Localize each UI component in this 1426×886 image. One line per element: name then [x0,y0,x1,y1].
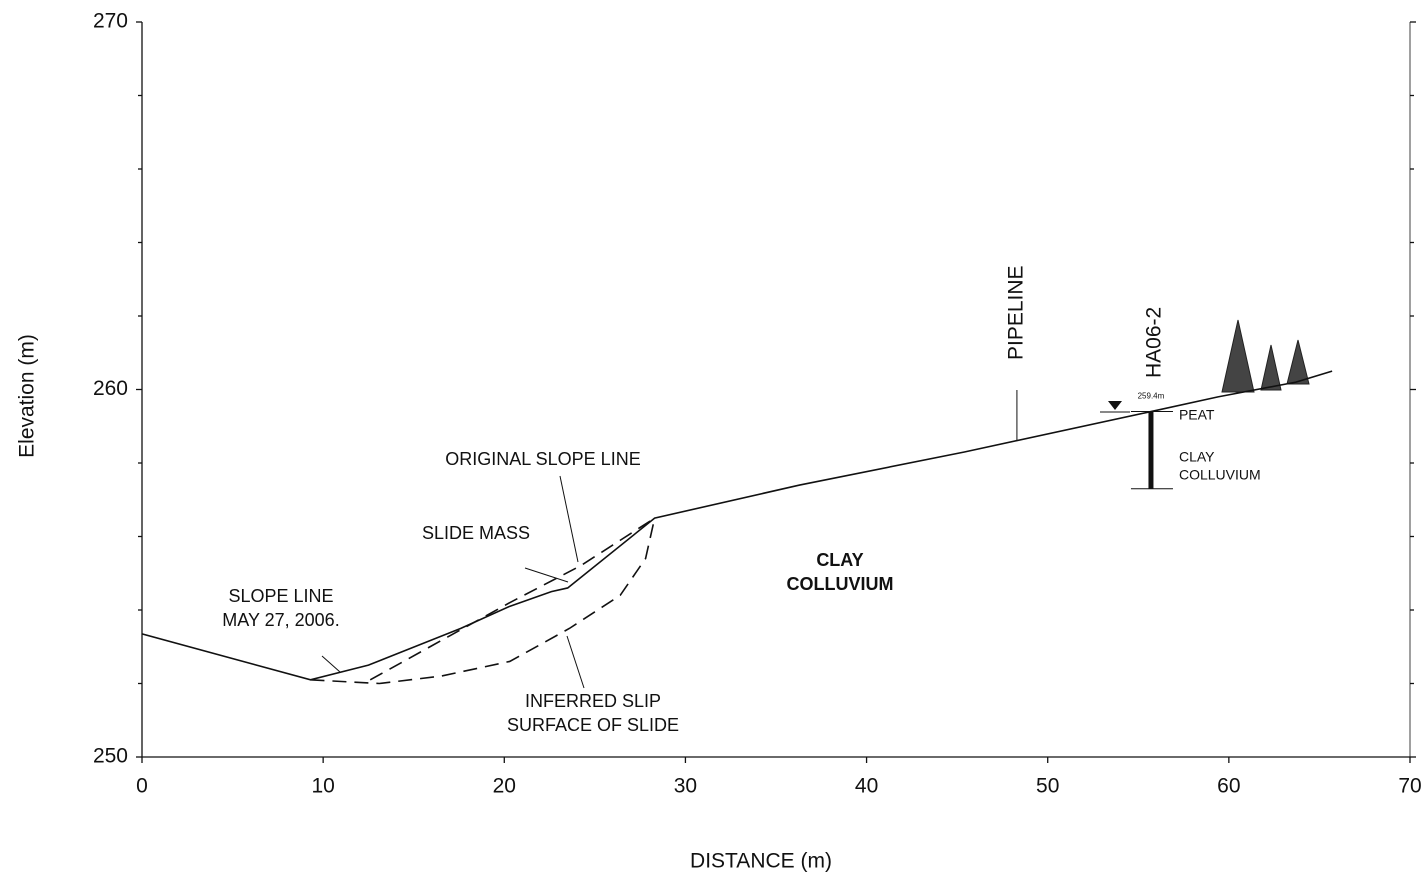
annotation: SLOPE LINE [228,586,333,606]
tree [1287,340,1309,384]
tree [1222,320,1254,392]
borehole-layer: COLLUVIUM [1179,466,1261,482]
leader-line [560,476,578,562]
x-tick-label: 70 [1398,775,1421,798]
x-tick-label: 40 [855,775,878,798]
y-tick-label: 260 [93,377,128,400]
x-axis-title: DISTANCE (m) [690,850,832,873]
annotation: MAY 27, 2006. [222,610,339,630]
leader-line [322,656,340,672]
annotation: INFERRED SLIP [525,691,661,711]
borehole-layer: CLAY [1179,448,1215,464]
borehole-layer: PEAT [1179,406,1215,422]
x-tick-label: 10 [311,775,334,798]
profile-line [310,518,654,683]
trees [1222,320,1309,392]
tree [1261,345,1281,390]
annotation: SLIDE MASS [422,523,530,543]
x-tick-label: 20 [493,775,516,798]
annotation: SURFACE OF SLIDE [507,715,679,735]
borehole [1148,412,1153,489]
x-tick-label: 50 [1036,775,1059,798]
pipeline-label: PIPELINE [1004,265,1027,360]
borehole-elevation: 259.4m [1138,392,1165,401]
profile-line [142,371,1332,680]
borehole-name: HA06-2 [1143,307,1166,378]
chart: 250 260 270 0 10 20 30 40 50 60 70 DISTANCE (m) Elev… [0,0,1426,886]
leader-line [525,568,568,582]
annotation: ORIGINAL SLOPE LINE [445,449,640,469]
annotation: CLAY [816,550,863,570]
y-axis-title: Elevation (m) [16,334,39,458]
x-tick-label: 30 [674,775,697,798]
annotation: COLLUVIUM [787,574,894,594]
y-tick-label: 270 [93,10,128,33]
water-table [1108,401,1122,410]
leader-line [567,636,584,688]
x-tick-label: 0 [136,775,148,798]
x-tick-label: 60 [1217,775,1240,798]
y-tick-label: 250 [93,745,128,768]
